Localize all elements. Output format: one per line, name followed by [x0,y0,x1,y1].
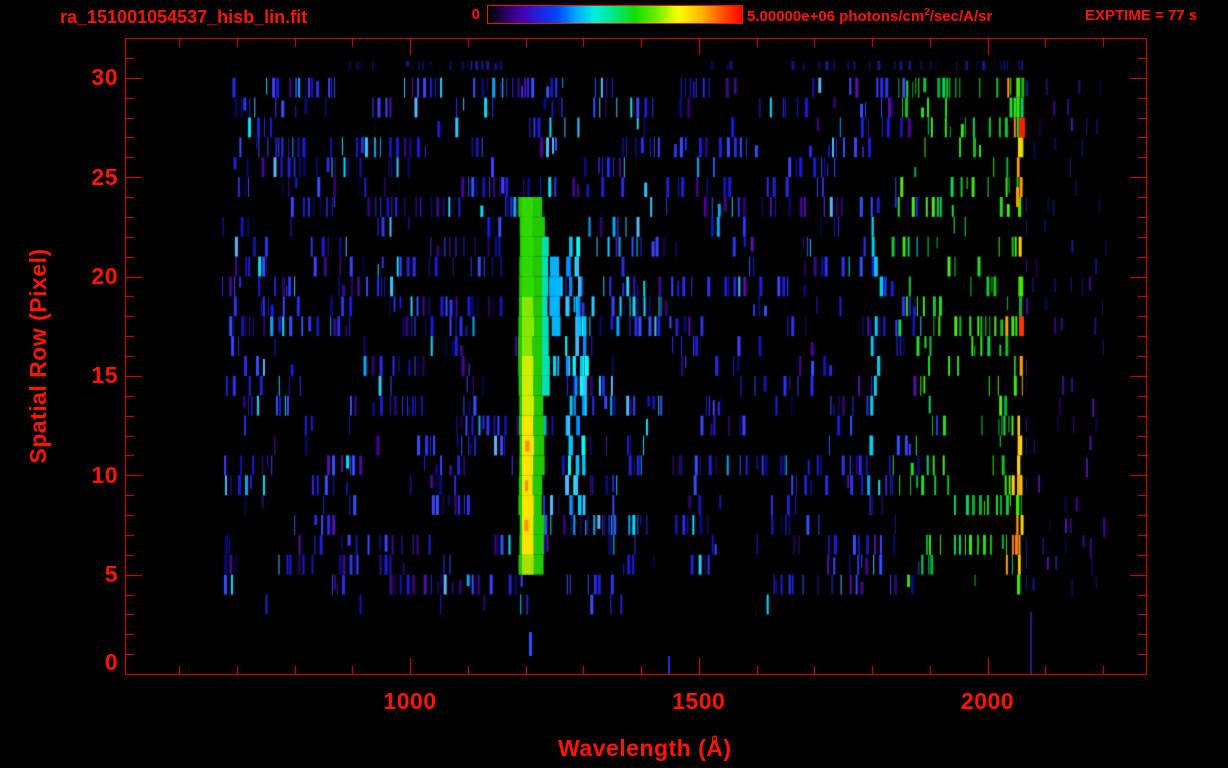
x-tick-label-1500: 1500 [672,688,726,714]
y-tick-label-5: 5 [104,561,118,588]
colorbar-max-label: 5.00000e+06 photons/cm2/sec/A/sr [747,7,992,25]
y-tick-label-0: 0 [104,648,118,675]
y-axis-title: Spatial Row (Pixel) [25,248,51,464]
y-tick-label-25: 25 [91,163,118,190]
flux-value-units: 5.00000e+06 photons/cm [747,8,925,25]
x-tick-label-1000: 1000 [383,688,437,714]
exptime-label: EXPTIME = 77 s [1085,7,1198,24]
fits-filename-title: ra_151001054537_hisb_lin.fit [60,7,308,27]
x-tick-label-2000: 2000 [960,688,1015,714]
colorbar-min-label: 0 [471,6,480,23]
y-tick-label-10: 10 [91,461,118,488]
y-tick-label-15: 15 [91,362,118,389]
y-tick-label-20: 20 [91,263,118,289]
y-tick-label-30: 30 [91,64,118,91]
colorbar-gradient [487,5,743,24]
flux-superscript: 2 [924,7,930,18]
x-axis-title: Wavelength (Å) [558,735,732,761]
flux-units-tail: /sec/A/sr [929,8,993,25]
